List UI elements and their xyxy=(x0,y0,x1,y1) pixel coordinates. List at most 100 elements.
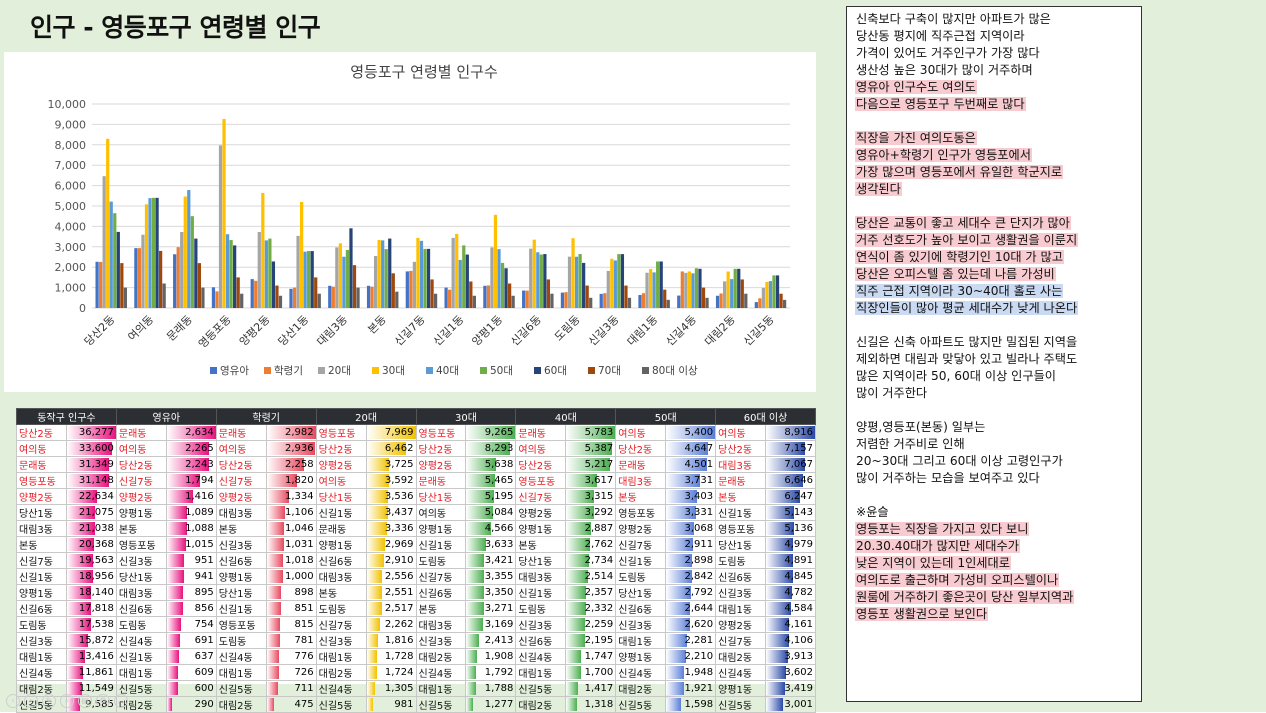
bar xyxy=(113,213,117,308)
prev-icon[interactable]: ‹ xyxy=(6,694,20,708)
x-tick-label: 대림3동 xyxy=(314,313,350,349)
bar xyxy=(317,293,321,308)
dong-name-cell: 당산2동 xyxy=(415,440,467,457)
data-bar xyxy=(766,554,793,567)
bar xyxy=(546,279,551,308)
data-bar xyxy=(766,682,785,695)
note-text: 원룸에 거주하기 좋은곳이 당산 일부지역과 xyxy=(855,590,1075,604)
bar xyxy=(599,293,603,308)
data-bar xyxy=(566,506,595,519)
data-bar xyxy=(466,666,476,679)
bar xyxy=(328,285,332,308)
dong-name-cell: 대림2동 xyxy=(715,648,767,665)
note-line: 여의도로 출근하며 가성비 오피스텔이나 xyxy=(855,572,1133,589)
data-bar xyxy=(67,618,91,631)
data-bar xyxy=(367,442,407,455)
bar xyxy=(448,289,452,308)
bar xyxy=(292,287,297,308)
data-bar xyxy=(566,458,611,471)
more-icon[interactable]: … xyxy=(114,694,128,708)
next-icon[interactable]: › xyxy=(24,694,38,708)
bar xyxy=(715,295,720,308)
value-text: 17,818 xyxy=(78,603,114,614)
value-text: 1,018 xyxy=(284,555,314,566)
bar xyxy=(395,291,399,308)
data-bar xyxy=(466,522,491,535)
value-text: 3,592 xyxy=(384,475,414,486)
value-text: 1,334 xyxy=(284,491,314,502)
dong-name-cell: 당산2동 xyxy=(215,456,267,473)
table-header-cell: 30대 xyxy=(415,408,517,425)
data-bar xyxy=(367,538,385,551)
value-text: 2,357 xyxy=(584,587,614,598)
dong-name-cell: 신길3동 xyxy=(715,584,767,601)
value-text: 781 xyxy=(294,635,314,646)
bar xyxy=(366,285,371,308)
dong-name-cell: 여의동 xyxy=(615,424,667,441)
bar xyxy=(250,279,254,308)
pen-icon[interactable]: ✎ xyxy=(42,694,56,708)
value-cell: 4,106 xyxy=(765,632,816,649)
bar xyxy=(765,281,769,308)
note-line: 많은 지역이라 50, 60대 이상 인구들이 xyxy=(855,368,1133,385)
y-tick-label: 3,000 xyxy=(55,241,87,254)
value-text: 3,536 xyxy=(384,491,414,502)
value-text: 1,921 xyxy=(684,683,714,694)
table-row: 양평2동 22,634 양평2동 1,416 양평2동 1,334 당산1동 3,536 당산1… xyxy=(16,488,816,505)
data-bar xyxy=(367,522,388,535)
zoom-icon[interactable]: ⌕ xyxy=(60,694,74,708)
legend-swatch xyxy=(372,367,379,374)
value-cell: 2,357 xyxy=(565,584,617,601)
value-cell: 4,845 xyxy=(765,568,816,585)
data-bar xyxy=(67,666,83,679)
data-bar xyxy=(566,474,597,487)
note-line: 당산은 오피스텔 좀 있는데 나름 가성비 xyxy=(855,266,1133,283)
value-cell: 981 xyxy=(365,696,417,713)
value-cell: 4,979 xyxy=(765,536,816,553)
value-cell: 1,948 xyxy=(665,664,717,681)
data-bar xyxy=(67,458,110,471)
value-text: 2,842 xyxy=(684,571,714,582)
value-text: 3,419 xyxy=(784,683,813,694)
value-cell: 2,644 xyxy=(665,600,717,617)
bar xyxy=(620,254,625,308)
dong-name-cell: 양평1동 xyxy=(315,536,367,553)
value-cell: 1,417 xyxy=(565,680,617,697)
data-bar xyxy=(167,650,179,663)
dong-name-cell: 양평1동 xyxy=(515,520,567,537)
x-tick-label: 양평1동 xyxy=(470,313,506,349)
value-text: 1,417 xyxy=(584,683,614,694)
note-line: 영등포 생활권으로 보인다 xyxy=(855,606,1133,623)
value-cell: 3,536 xyxy=(365,488,417,505)
bar xyxy=(507,283,512,308)
dong-name-cell: 신길7동 xyxy=(115,472,167,489)
dong-name-cell: 대림2동 xyxy=(615,680,667,697)
note-text: 당산동 평지에 직주근접 지역이라 xyxy=(856,29,1025,43)
value-text: 3,725 xyxy=(384,459,414,470)
bar xyxy=(641,293,646,308)
data-bar xyxy=(666,698,681,711)
value-text: 895 xyxy=(194,587,214,598)
value-cell: 1,416 xyxy=(165,488,217,505)
x-tick-label: 신길6동 xyxy=(508,313,544,349)
value-text: 15,872 xyxy=(78,635,114,646)
data-bar xyxy=(267,506,285,519)
dong-name-cell: 양평2동 xyxy=(615,520,667,537)
dong-name-cell: 영등포동 xyxy=(16,472,67,489)
data-bar xyxy=(766,522,795,535)
value-cell: 2,259 xyxy=(565,616,617,633)
dong-name-cell: 여의동 xyxy=(115,440,167,457)
settings-icon[interactable]: ⚙ xyxy=(96,694,110,708)
value-text: 1,106 xyxy=(284,507,314,518)
value-cell: 3,068 xyxy=(665,520,717,537)
dong-name-cell: 신길1동 xyxy=(115,648,167,665)
bar xyxy=(335,247,339,308)
slides-icon[interactable]: ▤ xyxy=(78,694,92,708)
bar xyxy=(733,268,737,308)
bar xyxy=(419,240,424,308)
x-tick-label: 대림2동 xyxy=(702,313,738,349)
dong-name-cell: 양평2동 xyxy=(515,504,567,521)
value-text: 5,783 xyxy=(584,427,614,438)
value-cell: 3,336 xyxy=(365,520,417,537)
note-line: 거주 선호도가 높아 보이고 생활권을 이룬지 xyxy=(855,232,1133,249)
